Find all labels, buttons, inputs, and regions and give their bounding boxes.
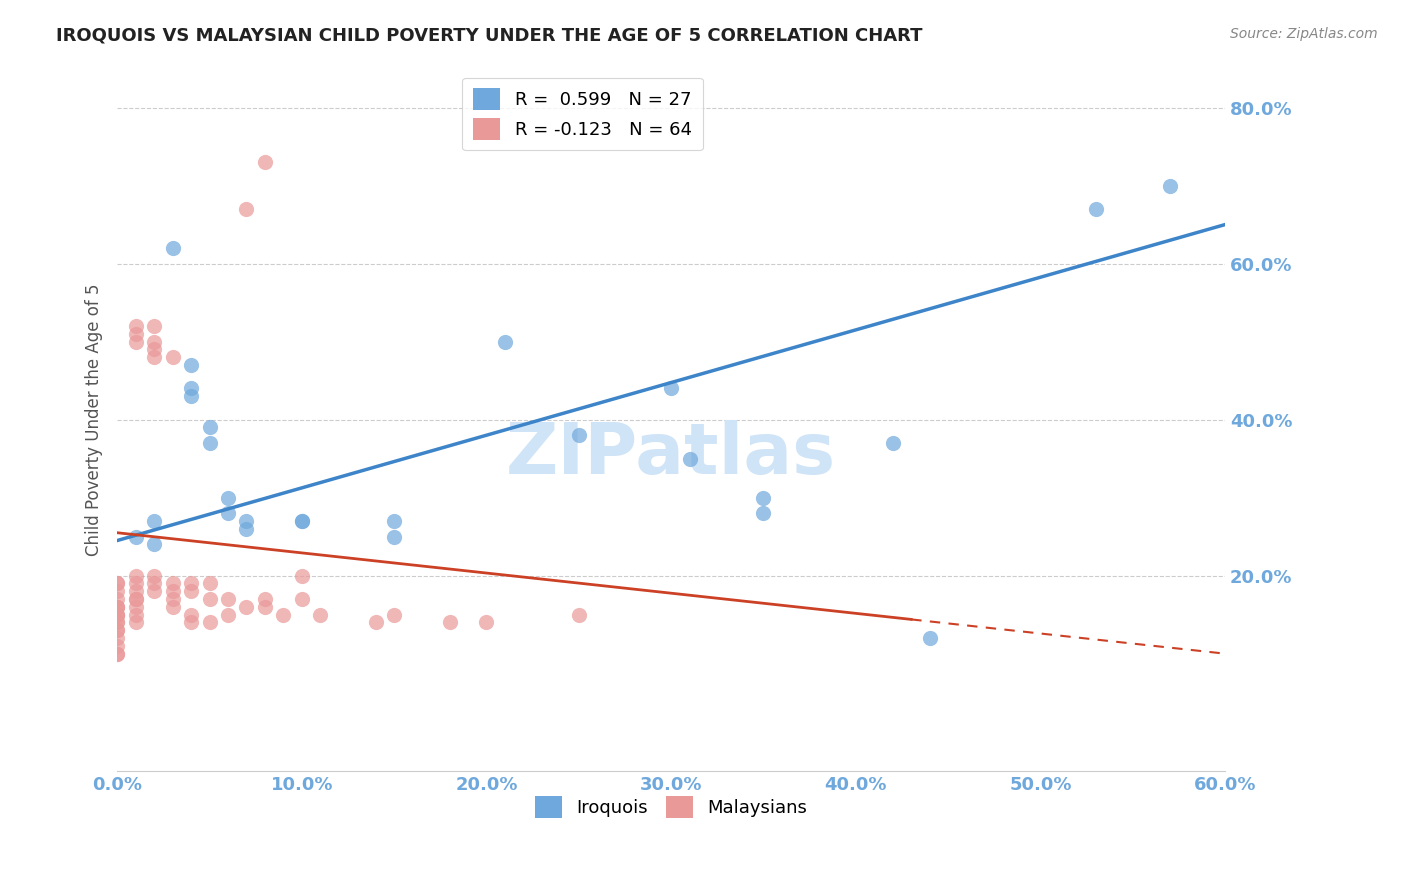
Point <box>105 615 128 630</box>
Point <box>143 350 166 364</box>
Point <box>162 350 184 364</box>
Point <box>198 592 221 607</box>
Point <box>1159 178 1181 193</box>
Point <box>124 592 146 607</box>
Point <box>143 318 166 333</box>
Point <box>253 592 276 607</box>
Point <box>124 607 146 622</box>
Point <box>105 639 128 653</box>
Point <box>752 491 775 505</box>
Point <box>105 624 128 638</box>
Point <box>124 592 146 607</box>
Point <box>382 530 405 544</box>
Point <box>143 334 166 349</box>
Point <box>124 318 146 333</box>
Point <box>217 491 239 505</box>
Point <box>124 576 146 591</box>
Point <box>678 451 700 466</box>
Point <box>124 568 146 582</box>
Point <box>475 615 498 630</box>
Point <box>162 599 184 614</box>
Point <box>105 599 128 614</box>
Point <box>439 615 461 630</box>
Point <box>180 381 202 395</box>
Point <box>568 428 591 442</box>
Point <box>105 607 128 622</box>
Point <box>105 607 128 622</box>
Point <box>143 537 166 551</box>
Point <box>124 584 146 599</box>
Point <box>198 576 221 591</box>
Point <box>162 592 184 607</box>
Point <box>105 576 128 591</box>
Point <box>180 615 202 630</box>
Point <box>105 592 128 607</box>
Point <box>143 514 166 528</box>
Point <box>105 607 128 622</box>
Point <box>105 576 128 591</box>
Point <box>180 389 202 403</box>
Point <box>291 514 314 528</box>
Point <box>180 584 202 599</box>
Point <box>198 420 221 434</box>
Point <box>1084 202 1107 216</box>
Point <box>143 576 166 591</box>
Point <box>568 607 591 622</box>
Point <box>235 514 257 528</box>
Point <box>494 334 516 349</box>
Point <box>143 584 166 599</box>
Point <box>659 381 682 395</box>
Point <box>253 155 276 169</box>
Point <box>124 326 146 341</box>
Point <box>105 647 128 661</box>
Point <box>291 514 314 528</box>
Point <box>180 576 202 591</box>
Point <box>253 599 276 614</box>
Point <box>198 615 221 630</box>
Point <box>273 607 295 622</box>
Text: IROQUOIS VS MALAYSIAN CHILD POVERTY UNDER THE AGE OF 5 CORRELATION CHART: IROQUOIS VS MALAYSIAN CHILD POVERTY UNDE… <box>56 27 922 45</box>
Point <box>124 334 146 349</box>
Point <box>217 607 239 622</box>
Point <box>180 358 202 372</box>
Point <box>198 436 221 450</box>
Legend: Iroquois, Malaysians: Iroquois, Malaysians <box>527 789 814 825</box>
Point <box>105 631 128 645</box>
Point <box>752 506 775 520</box>
Point <box>235 599 257 614</box>
Point <box>105 624 128 638</box>
Point <box>217 506 239 520</box>
Point <box>382 514 405 528</box>
Text: Source: ZipAtlas.com: Source: ZipAtlas.com <box>1230 27 1378 41</box>
Point <box>162 584 184 599</box>
Point <box>364 615 387 630</box>
Point <box>235 522 257 536</box>
Point <box>105 584 128 599</box>
Point <box>124 530 146 544</box>
Point <box>882 436 904 450</box>
Point <box>105 615 128 630</box>
Point <box>291 592 314 607</box>
Y-axis label: Child Poverty Under the Age of 5: Child Poverty Under the Age of 5 <box>86 284 103 556</box>
Point <box>143 568 166 582</box>
Point <box>162 576 184 591</box>
Point <box>105 599 128 614</box>
Point <box>162 241 184 255</box>
Point <box>217 592 239 607</box>
Point <box>124 615 146 630</box>
Point <box>143 343 166 357</box>
Point <box>105 647 128 661</box>
Point <box>918 631 941 645</box>
Point <box>105 599 128 614</box>
Point <box>382 607 405 622</box>
Point <box>309 607 332 622</box>
Point <box>291 568 314 582</box>
Point <box>124 599 146 614</box>
Text: ZIPatlas: ZIPatlas <box>506 420 837 489</box>
Point <box>180 607 202 622</box>
Point <box>235 202 257 216</box>
